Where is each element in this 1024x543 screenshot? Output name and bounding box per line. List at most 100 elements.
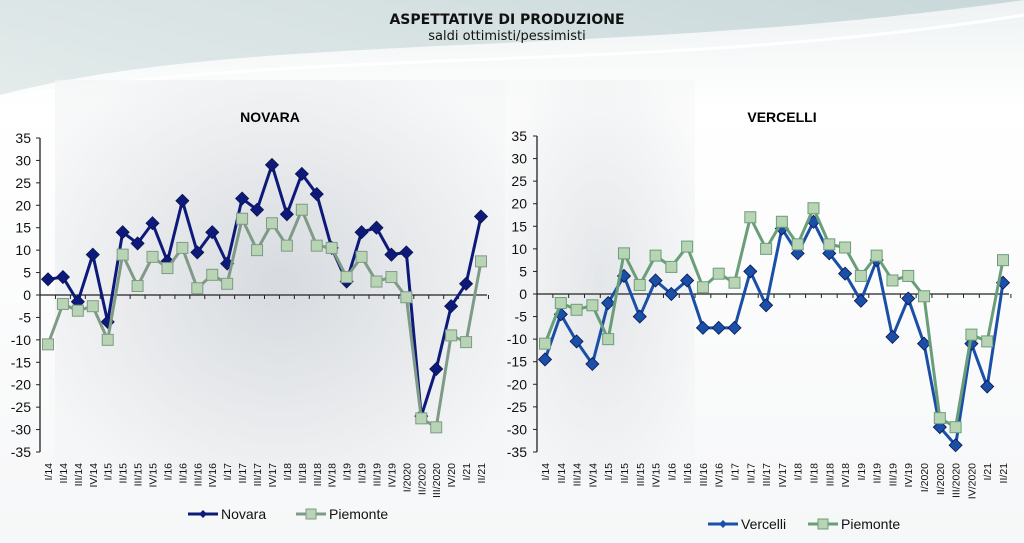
y-tick-label: -20 <box>11 377 31 393</box>
data-point <box>429 361 444 377</box>
x-tick-label: IV/16 <box>207 463 219 488</box>
x-tick-label: IV/18 <box>327 463 339 488</box>
data-point <box>235 191 250 206</box>
data-point <box>115 225 130 240</box>
data-point <box>161 262 174 275</box>
legend-label: Piemonte <box>841 516 900 532</box>
legend-marker <box>305 508 317 520</box>
x-tick-label: I/19 <box>856 463 868 481</box>
legend-label: Novara <box>221 506 266 522</box>
y-tick-label: -30 <box>11 422 31 438</box>
legend-marker <box>199 510 207 518</box>
series-novara <box>40 157 489 424</box>
data-point <box>42 338 54 351</box>
page-title: ASPETTATIVE DI PRODUZIONE <box>389 12 625 28</box>
y-tick-label: -20 <box>507 376 527 392</box>
x-tick-label: II/2020 <box>935 463 947 495</box>
data-point <box>191 282 204 295</box>
data-point <box>790 246 805 261</box>
data-point <box>760 242 773 255</box>
x-tick-label: II/21 <box>998 463 1010 484</box>
x-tick-label: I/18 <box>793 463 805 481</box>
legend-label: Piemonte <box>329 506 388 522</box>
x-tick-label: IV/16 <box>714 463 726 488</box>
y-tick-label: -25 <box>11 399 31 415</box>
data-point <box>445 329 458 342</box>
data-point <box>251 244 264 257</box>
x-tick-label: I/17 <box>730 463 742 481</box>
data-point <box>949 421 962 434</box>
data-point <box>665 260 678 273</box>
data-point <box>759 298 774 313</box>
data-point <box>309 187 324 202</box>
x-tick-label: II/16 <box>177 463 189 484</box>
data-point <box>249 202 265 217</box>
x-tick-label: II/15 <box>619 463 631 484</box>
x-tick-label: IV/15 <box>651 463 663 488</box>
y-tick-label: 15 <box>15 220 31 236</box>
data-point <box>854 269 867 282</box>
x-tick-label: III/16 <box>192 463 204 487</box>
data-point <box>415 412 428 425</box>
page-subtitle: saldi ottimisti/pessimisti <box>428 29 586 44</box>
data-point <box>965 328 978 341</box>
data-point <box>130 236 145 251</box>
chart-title: NOVARA <box>240 109 300 125</box>
data-point <box>206 268 219 281</box>
data-point <box>664 286 679 302</box>
data-point <box>727 320 742 335</box>
data-point <box>807 202 820 215</box>
data-point <box>601 295 616 311</box>
y-tick-label: 20 <box>511 196 527 212</box>
x-tick-label: IV/14 <box>88 463 100 488</box>
data-point <box>175 193 190 208</box>
data-point <box>325 241 338 254</box>
data-point <box>838 266 853 281</box>
data-point <box>696 281 709 294</box>
series-line <box>47 163 483 418</box>
x-tick-label: III/2020 <box>431 463 443 498</box>
y-tick-label: 25 <box>15 175 31 191</box>
x-tick-label: I/18 <box>282 463 294 481</box>
data-point <box>901 291 916 306</box>
data-point <box>279 207 294 222</box>
x-tick-label: I/2020 <box>919 463 931 492</box>
data-point <box>384 247 399 262</box>
data-point <box>473 209 489 224</box>
data-point <box>101 333 114 346</box>
y-tick-label: 30 <box>15 152 31 168</box>
data-point <box>823 238 836 251</box>
data-point <box>475 255 487 268</box>
data-point <box>649 249 662 262</box>
y-tick-label: -10 <box>507 331 527 347</box>
x-tick-label: IV/19 <box>386 463 398 488</box>
data-point <box>870 249 883 262</box>
x-tick-label: II/15 <box>118 463 130 484</box>
y-tick-label: 20 <box>15 197 31 213</box>
data-point <box>55 269 70 285</box>
y-tick-label: -10 <box>11 332 31 348</box>
data-point <box>948 438 963 453</box>
x-tick-label: IV/14 <box>587 463 599 488</box>
chart-title: VERCELLI <box>747 109 816 125</box>
data-point <box>539 337 551 350</box>
series-line <box>543 220 1005 447</box>
data-point <box>680 273 695 288</box>
x-tick-label: I/16 <box>666 463 678 481</box>
data-point <box>430 421 443 434</box>
data-point <box>886 274 899 287</box>
legend-item-novara: Novara <box>188 506 266 522</box>
y-tick-label: 0 <box>23 287 31 303</box>
y-tick-label: -5 <box>19 309 32 325</box>
data-point <box>744 211 757 224</box>
series-line <box>46 208 483 429</box>
x-tick-label: II/19 <box>357 463 369 484</box>
data-point <box>176 241 189 254</box>
data-point <box>681 240 694 253</box>
x-tick-label: IV/19 <box>903 463 915 488</box>
x-tick-label: III/15 <box>133 463 145 487</box>
data-point <box>617 247 630 260</box>
data-point <box>444 299 459 314</box>
data-point <box>712 267 725 280</box>
x-tick-label: I/2020 <box>401 463 413 492</box>
